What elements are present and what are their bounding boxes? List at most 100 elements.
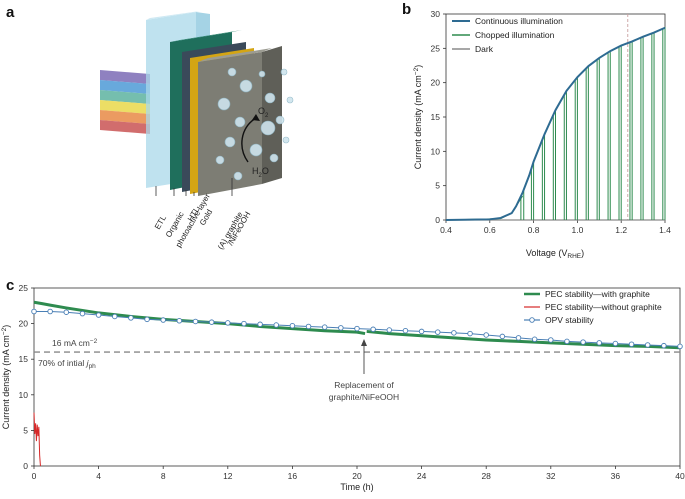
chart-b-ytick-label: 30 bbox=[431, 9, 441, 19]
bubble bbox=[258, 70, 266, 78]
chart-c-ytick-label: 15 bbox=[19, 354, 29, 364]
chart-c-xtick-label: 36 bbox=[611, 471, 621, 481]
chart-b-xtick-label: 1.0 bbox=[571, 225, 583, 235]
chart-c-xtick-label: 8 bbox=[161, 471, 166, 481]
o2-label: O2 bbox=[258, 106, 269, 119]
opv-point bbox=[418, 328, 425, 335]
opv-point bbox=[31, 308, 37, 315]
chart-c-legend-label: PEC stability—with graphite bbox=[545, 289, 650, 299]
bubble bbox=[239, 79, 253, 93]
series-chopped-pulse bbox=[629, 40, 633, 220]
panel-letter-a: a bbox=[6, 4, 15, 21]
replacement-label-2: graphite/NiFeOOH bbox=[329, 392, 399, 402]
panel-letter-c: c bbox=[6, 277, 14, 294]
bubble bbox=[224, 136, 236, 148]
chart-b-legend-label: Continuous illumination bbox=[475, 16, 563, 26]
chart-b-xtick-label: 1.2 bbox=[615, 225, 627, 235]
opv-point bbox=[467, 330, 473, 337]
opv-point bbox=[515, 335, 522, 341]
beam-stripe bbox=[100, 120, 150, 134]
bubble bbox=[282, 136, 290, 144]
chart-c-ref-label-1: 16 mA cm−2 bbox=[52, 338, 98, 348]
opv-point bbox=[402, 327, 409, 334]
opv-point bbox=[564, 338, 570, 345]
series-chopped-pulse bbox=[574, 75, 578, 220]
chart-c-ytick-label: 0 bbox=[23, 461, 28, 471]
chart-c-ref-label-2: 70% of intial jph bbox=[38, 358, 96, 370]
series-chopped-pulse bbox=[618, 44, 622, 220]
device-schematic: O2 H2O ETL Organic photoactive layer HTL… bbox=[100, 11, 294, 251]
chart-c-legend-label: OPV stability bbox=[545, 315, 594, 325]
reaction-arrow-head bbox=[252, 114, 260, 121]
chart-c-xtick-label: 32 bbox=[546, 471, 556, 481]
chart-c-xtick-label: 4 bbox=[96, 471, 101, 481]
opv-point bbox=[499, 333, 506, 340]
opv-point bbox=[305, 323, 312, 330]
chart-b-ytick-label: 0 bbox=[435, 215, 440, 225]
opv-point bbox=[144, 316, 150, 323]
h2o-label: H2O bbox=[252, 166, 269, 179]
series-chopped-pulse bbox=[585, 64, 589, 220]
opv-point bbox=[677, 343, 683, 350]
opv-point bbox=[661, 342, 667, 349]
beam-stripe bbox=[100, 90, 150, 104]
bubble bbox=[275, 115, 285, 125]
series-chopped-pulse bbox=[596, 56, 600, 220]
chart-b-xtick-label: 1.4 bbox=[659, 225, 671, 235]
replacement-arrow-head bbox=[361, 339, 367, 346]
chart-c-legend-marker bbox=[529, 317, 535, 323]
chart-b-ytick-label: 20 bbox=[431, 78, 441, 88]
series-chopped-pulse bbox=[552, 109, 556, 220]
bubble bbox=[215, 155, 225, 165]
chart-b-legend-label: Chopped illumination bbox=[475, 30, 555, 40]
chart-b-ylabel: Current density (mA cm−2) bbox=[413, 65, 423, 169]
label-etl: ETL bbox=[153, 213, 168, 231]
beam-stripe bbox=[100, 80, 150, 94]
chart-b-ytick-label: 5 bbox=[435, 181, 440, 191]
series-chopped-pulse bbox=[541, 133, 546, 220]
series-chopped-pulse bbox=[662, 26, 666, 220]
opv-point bbox=[435, 329, 441, 335]
opv-point bbox=[208, 319, 215, 325]
opv-point bbox=[192, 318, 199, 325]
opv-point bbox=[531, 336, 538, 343]
chart-b-xtick-label: 0.4 bbox=[440, 225, 452, 235]
chart-b-xlabel: Voltage (VRHE) bbox=[526, 248, 584, 260]
opv-point bbox=[580, 339, 586, 345]
reaction-arrow bbox=[241, 117, 257, 163]
beam-stripe bbox=[100, 100, 150, 114]
beam-stripe bbox=[100, 70, 150, 84]
panel-letter-b: b bbox=[402, 1, 411, 18]
opv-point bbox=[111, 313, 118, 320]
opv-point bbox=[628, 341, 635, 347]
opv-point bbox=[321, 324, 328, 330]
gas-bubbles bbox=[215, 67, 294, 181]
chart-b-xtick-label: 0.8 bbox=[528, 225, 540, 235]
chart-b-ytick-label: 10 bbox=[431, 146, 441, 156]
chart-c-legend: PEC stability—with graphite PEC stability… bbox=[524, 289, 662, 325]
opv-point bbox=[612, 340, 619, 347]
opv-point bbox=[338, 325, 344, 331]
graphite-layer-side bbox=[262, 46, 282, 184]
chart-c-ytick-label: 5 bbox=[23, 425, 28, 435]
series-continuous bbox=[445, 26, 666, 221]
opv-point bbox=[548, 337, 554, 343]
opv-point bbox=[596, 340, 603, 346]
chart-c-xlabel: Time (h) bbox=[340, 482, 373, 492]
replacement-label-1: Replacement of bbox=[334, 380, 394, 390]
opv-point bbox=[79, 310, 86, 317]
bubble bbox=[249, 143, 263, 157]
series-pec-graphite bbox=[33, 300, 366, 336]
chart-c-ytick-label: 10 bbox=[19, 390, 29, 400]
bubble bbox=[233, 171, 243, 181]
series-pec-no-graphite bbox=[33, 412, 41, 467]
chart-b-legend-label: Dark bbox=[475, 44, 494, 54]
opv-point bbox=[451, 330, 457, 336]
chart-b: 0.4 0.6 0.8 1.0 1.2 1.4 0 5 10 15 20 25 30 Continuou… bbox=[413, 9, 671, 260]
opv-point bbox=[241, 320, 247, 327]
bubble bbox=[280, 68, 288, 76]
chart-b-ytick-label: 15 bbox=[431, 112, 441, 122]
chart-c-xtick-label: 20 bbox=[352, 471, 362, 481]
bubble bbox=[227, 67, 237, 77]
chart-c-xtick-label: 12 bbox=[223, 471, 233, 481]
